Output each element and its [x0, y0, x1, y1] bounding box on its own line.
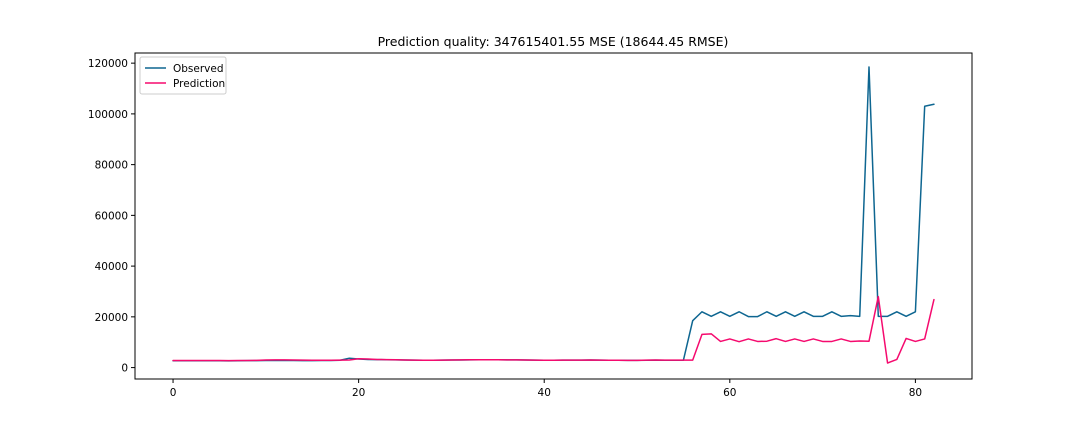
- y-tick-label: 0: [121, 363, 128, 375]
- y-axis: 0 20000 40000 60000 80000 100000 120000: [88, 58, 135, 375]
- legend-box: [139, 56, 227, 95]
- x-tick-label: 20: [352, 387, 365, 399]
- series-line-prediction: [172, 295, 935, 364]
- y-tick-label: 80000: [95, 160, 128, 172]
- axes-frame: [134, 52, 973, 380]
- legend-label-observed: Observed: [173, 63, 224, 75]
- plot-background: [135, 53, 972, 379]
- y-tick-label: 120000: [88, 58, 128, 70]
- series-layer: [172, 66, 935, 364]
- x-tick-label: 60: [723, 387, 736, 399]
- chart-title: Prediction quality: 347615401.55 MSE (18…: [378, 34, 729, 49]
- legend-label-prediction: Prediction: [173, 78, 225, 90]
- x-axis: 0 20 40 60 80: [170, 379, 922, 399]
- x-tick-label: 40: [538, 387, 551, 399]
- y-tick-label: 40000: [95, 261, 128, 273]
- x-tick-label: 0: [170, 387, 177, 399]
- plot-area: [135, 53, 972, 379]
- y-tick-label: 60000: [95, 210, 128, 222]
- legend: Observed Prediction: [139, 56, 227, 95]
- y-tick-label: 100000: [88, 109, 128, 121]
- x-tick-label: 80: [909, 387, 922, 399]
- y-tick-label: 20000: [95, 312, 128, 324]
